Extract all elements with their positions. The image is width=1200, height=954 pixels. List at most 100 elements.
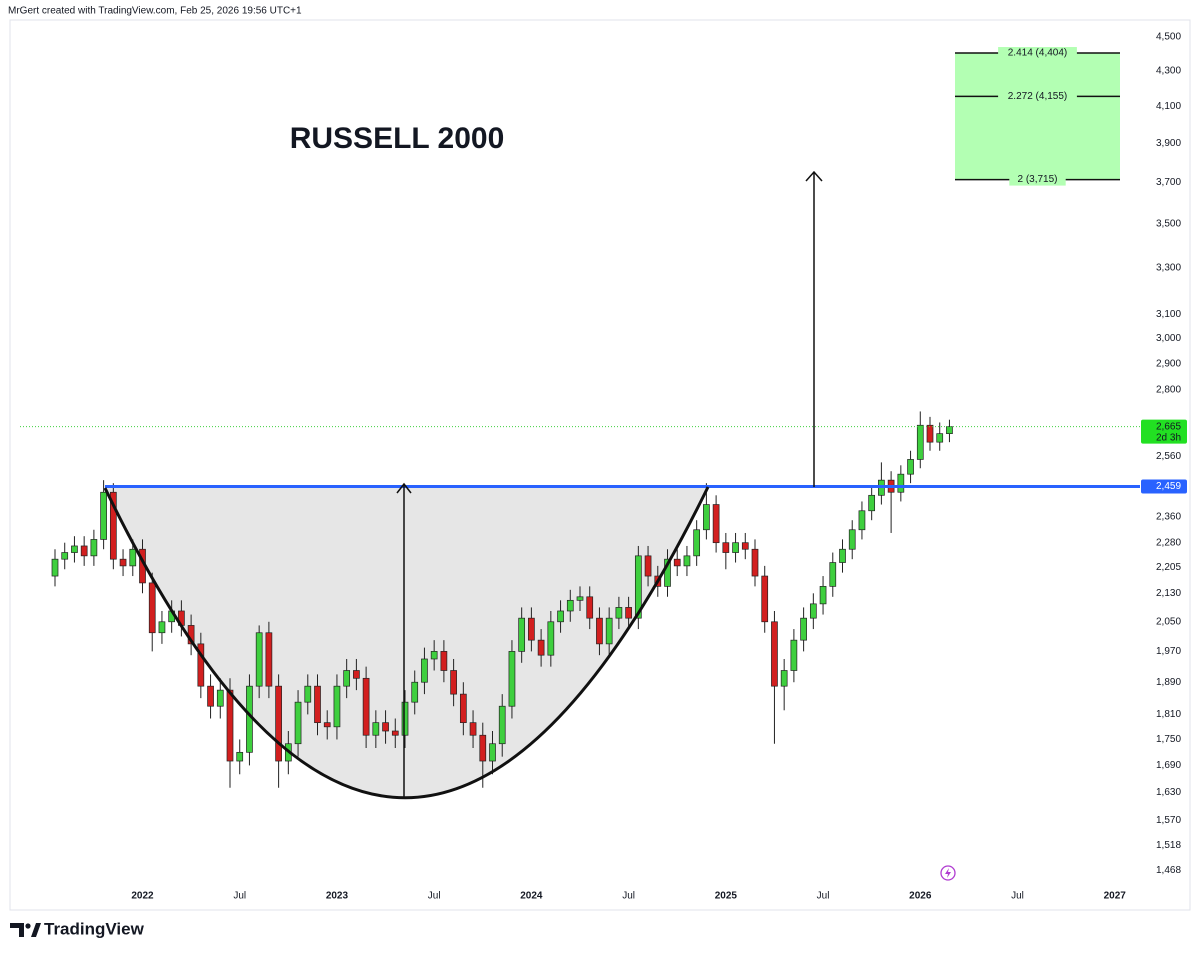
candle-body <box>693 529 701 557</box>
fib-zone: 2.414 (4,404) 2.272 (4,155) 2 (3,715) <box>955 47 1120 186</box>
candle-body <box>907 459 914 475</box>
candle-body <box>323 722 331 728</box>
y-tick-label: 1,630 <box>1156 787 1181 798</box>
y-tick-label: 4,100 <box>1156 101 1181 112</box>
fib-label-bg <box>998 90 1077 103</box>
candle-body <box>479 734 487 762</box>
candle-body <box>566 599 574 612</box>
candle-body <box>605 617 613 645</box>
last-price-label: 2,665 <box>1156 421 1181 432</box>
y-tick-label: 4,300 <box>1156 65 1181 76</box>
header: MrGert created with TradingView.com, Feb… <box>8 6 302 17</box>
candle-body <box>829 562 837 587</box>
candle-body <box>576 596 584 601</box>
cup-curve <box>103 486 710 800</box>
candle-body <box>71 545 78 553</box>
candle-body <box>226 689 234 762</box>
candle-body <box>897 473 905 493</box>
x-tick-label: Jul <box>428 891 441 902</box>
x-tick-label: 2023 <box>326 891 349 902</box>
candle-body <box>440 651 448 671</box>
candle-body <box>547 621 555 656</box>
y-tick-label: 1,518 <box>1156 840 1181 851</box>
arrow <box>396 170 823 798</box>
candle-body <box>586 596 594 619</box>
price-line-label-bg <box>1141 479 1187 494</box>
y-tick-label: 3,500 <box>1156 219 1181 230</box>
candle-body <box>528 617 535 641</box>
y-tick-label: 1,750 <box>1156 734 1181 745</box>
candle-body <box>119 558 127 567</box>
fib-label: 2.272 (4,155) <box>1008 91 1068 102</box>
chart-frame <box>9 19 1191 911</box>
y-tick-label: 2,130 <box>1156 588 1181 599</box>
y-tick-label: 2,280 <box>1156 537 1181 548</box>
candle-body <box>197 643 205 687</box>
candle-body <box>819 586 827 605</box>
candle-body <box>430 651 438 660</box>
y-tick-label: 1,570 <box>1156 815 1181 826</box>
candle-body <box>255 632 263 687</box>
candle-body <box>61 552 69 560</box>
fib-label: 2.414 (4,404) <box>1008 48 1068 59</box>
arrow-head <box>805 170 823 182</box>
candle-body <box>216 689 224 707</box>
y-tick-label: 3,100 <box>1156 309 1181 320</box>
candle-body <box>90 539 98 557</box>
candle-body <box>780 670 788 687</box>
candle-body <box>518 617 526 652</box>
candle-body <box>809 603 817 619</box>
candle-body <box>459 693 467 724</box>
candle-body <box>148 582 156 634</box>
candle-body <box>469 722 477 736</box>
chart-title: RUSSELL 2000 <box>290 122 505 155</box>
icon-bolt <box>945 868 951 878</box>
candle-body <box>858 510 866 531</box>
candle-body <box>916 424 924 460</box>
candle-body <box>314 685 321 724</box>
candle-body <box>771 621 778 687</box>
candle-body <box>926 424 934 443</box>
y-tick-label: 2,560 <box>1156 451 1181 462</box>
candle-body <box>839 548 846 563</box>
candle-body <box>236 751 244 762</box>
candle-body <box>353 670 360 679</box>
candle-body <box>790 639 798 671</box>
plot <box>20 411 1140 788</box>
candle-body <box>411 681 419 703</box>
candle-body <box>683 555 691 567</box>
y-tick-label: 4,500 <box>1156 32 1181 43</box>
x-tick-label: Jul <box>233 891 246 902</box>
candle-body <box>625 607 632 619</box>
y-tick-label: 1,690 <box>1156 760 1181 771</box>
y-tick-label: 1,970 <box>1156 646 1181 657</box>
candle-body <box>673 558 681 567</box>
candle-body <box>362 677 370 736</box>
candle-body <box>732 542 739 553</box>
x-tick-label: 2026 <box>909 891 932 902</box>
logo-part <box>31 923 41 937</box>
fib-label-bg <box>998 47 1077 60</box>
fib-box <box>955 53 1120 180</box>
candle-body <box>936 433 944 443</box>
candle-body <box>391 730 399 736</box>
icon-ring <box>940 865 956 881</box>
y-tick-label: 1,890 <box>1156 677 1181 688</box>
y-tick-label: 3,900 <box>1156 138 1181 149</box>
last-price-label-bg <box>1141 419 1187 444</box>
y-tick-label: 1,810 <box>1156 709 1181 720</box>
candle-body <box>712 504 720 544</box>
y-tick-label: 3,700 <box>1156 177 1181 188</box>
countdown-label: 2d 3h <box>1156 432 1181 443</box>
candle-body <box>343 670 351 687</box>
candle-body <box>51 558 59 577</box>
brand-logo <box>10 923 41 937</box>
candle-body <box>401 701 409 736</box>
x-tick-label: 2024 <box>520 891 543 902</box>
candle-body <box>207 685 214 707</box>
fib-label: 2 (3,715) <box>1017 174 1057 185</box>
candle-body <box>294 701 302 745</box>
candle-body <box>158 621 166 634</box>
candle-body <box>596 617 603 645</box>
